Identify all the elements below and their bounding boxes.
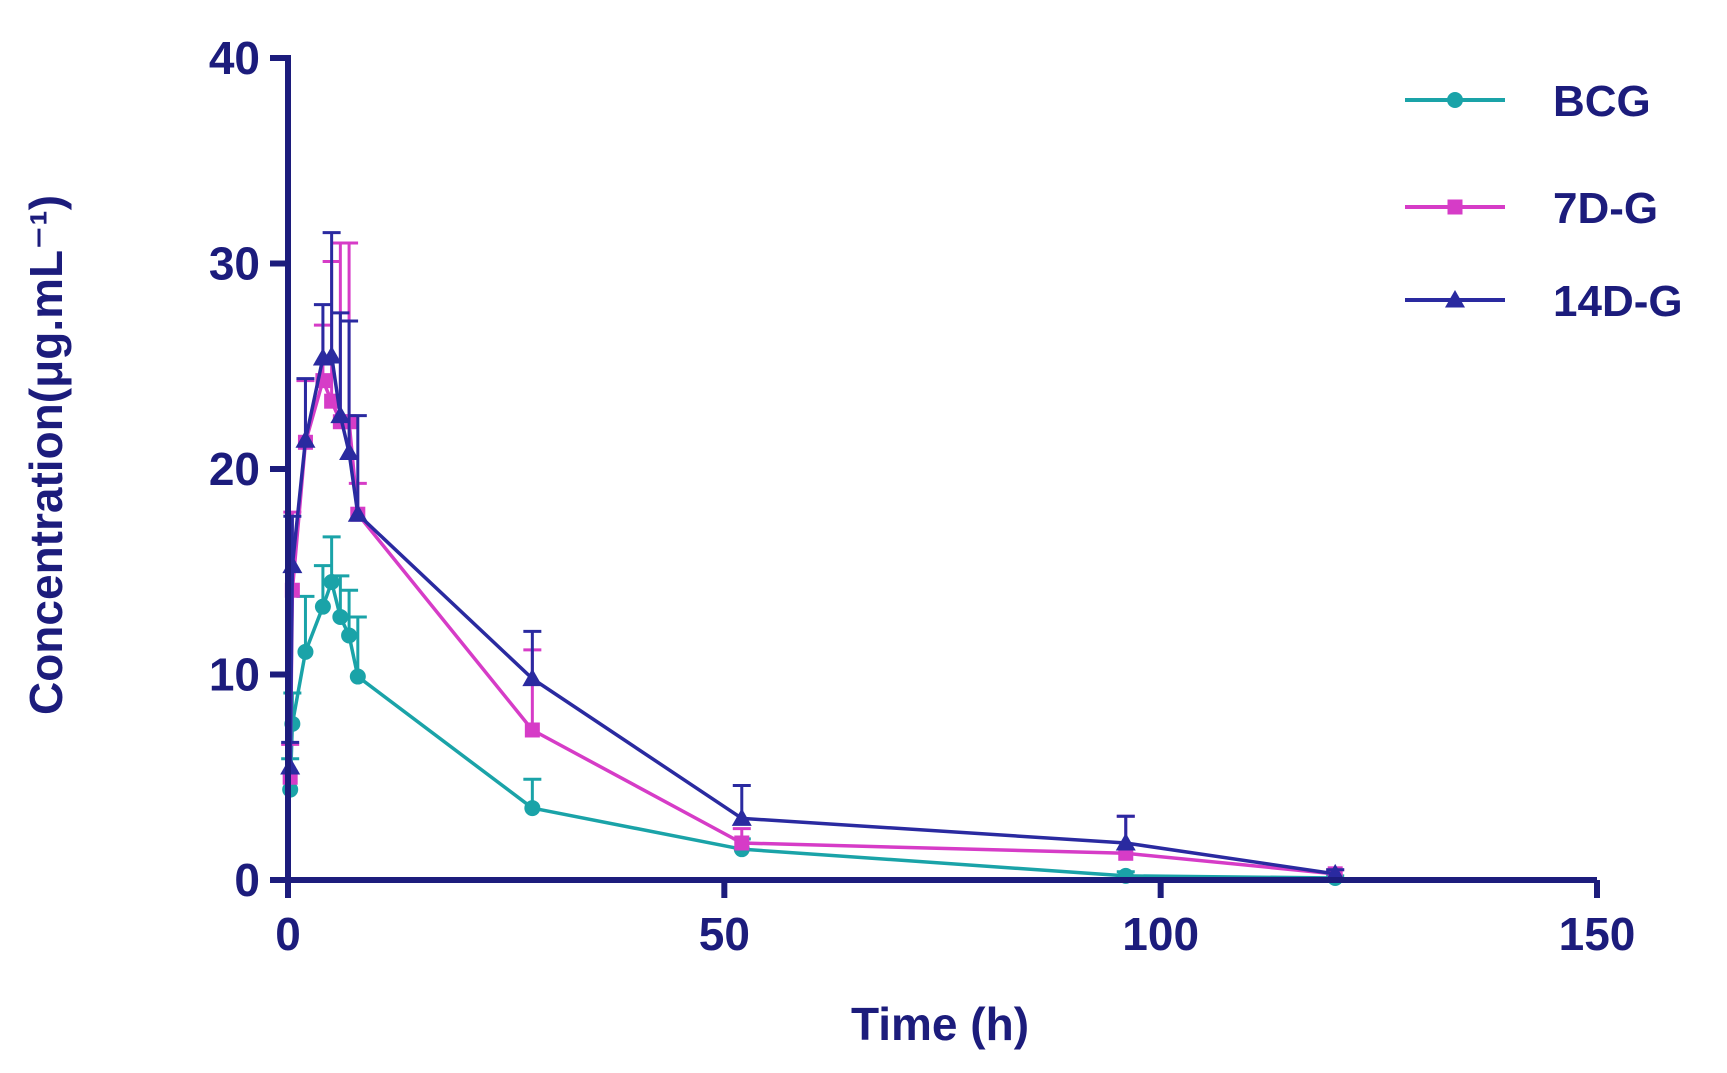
x-axis-title: Time (h) [851, 998, 1029, 1050]
legend-item-14d-g: 14D-G [1405, 277, 1683, 326]
data-point [339, 442, 360, 461]
series-line [288, 580, 1336, 880]
data-point [323, 574, 340, 591]
legend-item-bcg: BCG [1405, 77, 1651, 126]
data-point [332, 608, 349, 625]
x-tick-label: 100 [1122, 908, 1199, 960]
data-point [522, 668, 543, 687]
y-tick-label: 0 [234, 854, 260, 906]
series-line [288, 378, 1336, 876]
x-tick-label: 0 [275, 908, 301, 960]
legend: BCG 7D-G 14D-G [1405, 77, 1683, 326]
data-point [734, 835, 750, 851]
data-point [347, 504, 368, 522]
series-14d-g [280, 231, 1346, 882]
legend-marker [1447, 199, 1463, 215]
legend-label: BCG [1553, 77, 1651, 126]
legend-label: 14D-G [1553, 277, 1683, 326]
legend-label: 7D-G [1553, 184, 1658, 233]
x-tick-label: 150 [1559, 908, 1636, 960]
data-point [330, 405, 351, 424]
y-tick-label: 40 [209, 32, 260, 84]
plot-area [280, 231, 1346, 886]
data-point [295, 430, 316, 448]
data-point [349, 668, 366, 685]
series-line [288, 354, 1336, 876]
data-point [731, 808, 752, 826]
axes: 0 10 20 30 40 0 50 100 150 [209, 32, 1636, 960]
series-bcg [281, 535, 1345, 886]
y-axis-title: Concentration(μg.mL⁻¹) [20, 195, 72, 715]
legend-marker [1447, 92, 1463, 108]
data-point [324, 393, 340, 409]
x-tick-label: 50 [699, 908, 750, 960]
data-point [297, 643, 314, 660]
data-point [1325, 863, 1346, 882]
data-point [321, 345, 342, 364]
y-tick-label: 10 [209, 649, 260, 701]
data-point [524, 722, 540, 738]
data-point [1115, 833, 1136, 851]
data-point [314, 598, 331, 615]
data-point [341, 627, 358, 644]
data-point [524, 800, 541, 817]
legend-item-7d-g: 7D-G [1405, 184, 1658, 233]
legend-marker [1445, 290, 1465, 308]
y-tick-label: 30 [209, 238, 260, 290]
y-tick-label: 20 [209, 443, 260, 495]
series-7d-g [281, 241, 1345, 882]
